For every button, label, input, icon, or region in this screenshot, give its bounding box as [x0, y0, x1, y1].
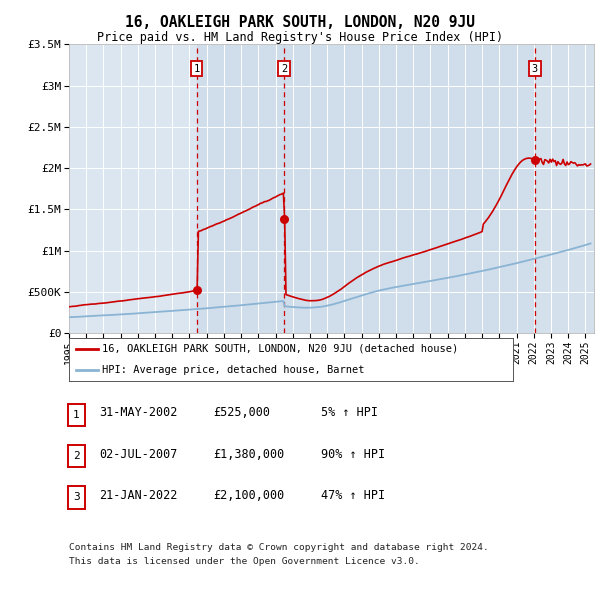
Text: 16, OAKLEIGH PARK SOUTH, LONDON, N20 9JU (detached house): 16, OAKLEIGH PARK SOUTH, LONDON, N20 9JU…	[102, 344, 458, 353]
Text: 21-JAN-2022: 21-JAN-2022	[99, 489, 178, 502]
Text: 2: 2	[281, 64, 287, 74]
Text: Price paid vs. HM Land Registry's House Price Index (HPI): Price paid vs. HM Land Registry's House …	[97, 31, 503, 44]
Text: 47% ↑ HPI: 47% ↑ HPI	[321, 489, 385, 502]
Text: This data is licensed under the Open Government Licence v3.0.: This data is licensed under the Open Gov…	[69, 558, 420, 566]
Text: £2,100,000: £2,100,000	[213, 489, 284, 502]
Text: Contains HM Land Registry data © Crown copyright and database right 2024.: Contains HM Land Registry data © Crown c…	[69, 543, 489, 552]
Text: 90% ↑ HPI: 90% ↑ HPI	[321, 448, 385, 461]
Text: 16, OAKLEIGH PARK SOUTH, LONDON, N20 9JU: 16, OAKLEIGH PARK SOUTH, LONDON, N20 9JU	[125, 15, 475, 30]
Text: 3: 3	[73, 493, 80, 502]
Text: £525,000: £525,000	[213, 407, 270, 419]
Text: 1: 1	[193, 64, 200, 74]
Text: £1,380,000: £1,380,000	[213, 448, 284, 461]
Text: 1: 1	[73, 410, 80, 419]
Bar	[197, 44, 284, 333]
Text: 02-JUL-2007: 02-JUL-2007	[99, 448, 178, 461]
Text: HPI: Average price, detached house, Barnet: HPI: Average price, detached house, Barn…	[102, 365, 365, 375]
Text: 31-MAY-2002: 31-MAY-2002	[99, 407, 178, 419]
Bar	[284, 44, 535, 333]
Text: 2: 2	[73, 451, 80, 461]
Bar	[535, 44, 594, 333]
Text: 3: 3	[532, 64, 538, 74]
Text: 5% ↑ HPI: 5% ↑ HPI	[321, 407, 378, 419]
